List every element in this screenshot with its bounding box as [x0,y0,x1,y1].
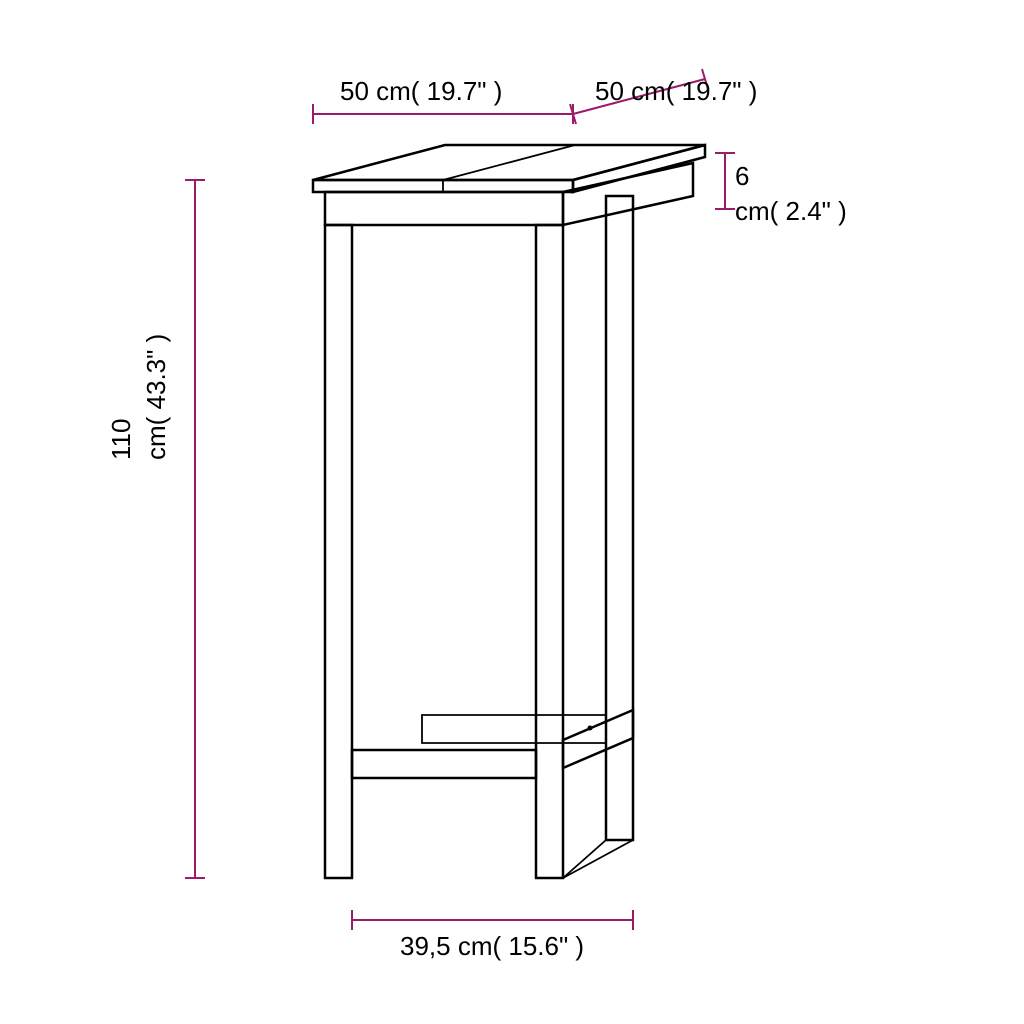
dim-top-depth: 50 cm( 19.7" ) [595,76,757,106]
dim-leg-spread: 39,5 cm( 15.6" ) [400,931,584,961]
apron-right [563,163,693,225]
apron-front [325,192,563,225]
stretcher-right [563,710,633,768]
svg-text:110: 110 [106,419,136,460]
leg-front-right [536,225,563,878]
dim-apron-n: 6 [735,161,749,191]
leg-front-left [325,225,352,878]
stretcher-back [422,715,606,743]
tabletop-seam [443,145,575,180]
svg-text:cm( 43.3" ): cm( 43.3" ) [141,334,171,460]
dim-top-width: 50 cm( 19.7" ) [340,76,502,106]
stretcher-front [352,750,536,778]
dim-height: 110cm( 43.3" ) [106,334,171,460]
dim-apron-u: cm( 2.4" ) [735,196,847,226]
dowel-dot [588,726,593,731]
